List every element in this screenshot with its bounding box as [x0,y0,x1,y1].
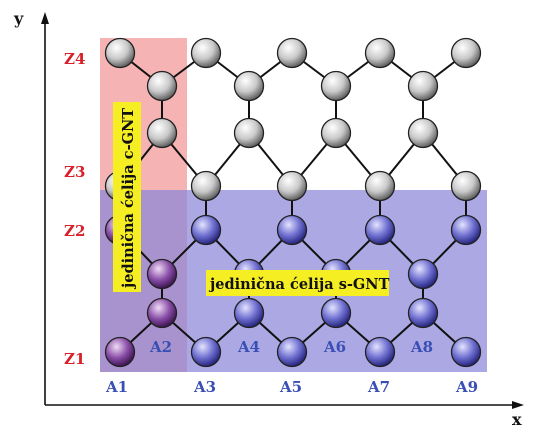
carbon-atom [364,37,396,69]
carbon-atom [364,214,396,246]
z-level-label-z4: Z4 [64,50,85,68]
c-gnt-cell-label: jedinična ćelija c-GNT [113,102,141,292]
s-gnt-cell-label: jedinična ćelija s-GNT [206,270,390,296]
a-position-label-a7: A7 [367,378,390,396]
carbon-atom [190,214,222,246]
z-level-label-z2: Z2 [64,222,85,240]
a-position-label-a4: A4 [237,338,260,356]
a-position-label-a9: A9 [455,378,478,396]
carbon-atom [407,258,439,290]
a-position-label-a2: A2 [149,338,172,356]
carbon-atom [320,297,352,329]
a-position-label-a5: A5 [279,378,302,396]
carbon-atom [320,117,352,149]
y-axis-label: y [13,9,24,28]
carbon-atom [190,37,222,69]
carbon-atom [450,214,482,246]
carbon-atom [146,258,178,290]
carbon-atom [276,170,308,202]
z-level-label-z1: Z1 [64,350,85,368]
carbon-atom [104,37,136,69]
carbon-atom [407,117,439,149]
carbon-atom [276,214,308,246]
x-axis-arrowhead [512,401,524,409]
carbon-atom [450,336,482,368]
carbon-atom [407,70,439,102]
carbon-atom [233,117,265,149]
a-position-label-a3: A3 [193,378,216,396]
label-layer: Z1 Z2 Z3 Z4 A1 A2 A3 A4 A5 A6 A7 A8 A9 [64,50,478,396]
carbon-atom [450,37,482,69]
atom-layer [104,37,482,368]
svg-text:jedinična ćelija s-GNT: jedinična ćelija s-GNT [208,276,390,293]
a-position-label-a1: A1 [105,378,128,396]
a-position-label-a8: A8 [410,338,433,356]
y-axis-arrowhead [41,12,49,24]
x-axis-label: x [512,410,522,429]
a-position-label-a6: A6 [323,338,346,356]
carbon-atom [364,170,396,202]
carbon-atom [276,336,308,368]
carbon-atom [146,70,178,102]
carbon-atom [190,170,222,202]
carbon-atom [407,297,439,329]
carbon-atom [146,117,178,149]
z-level-label-z3: Z3 [64,163,85,181]
carbon-atom [104,336,136,368]
carbon-atom [364,336,396,368]
carbon-atom [450,170,482,202]
carbon-atom [146,297,178,329]
svg-text:jedinična ćelija c-GNT: jedinična ćelija c-GNT [120,108,137,290]
carbon-atom [276,37,308,69]
carbon-atom [233,70,265,102]
carbon-atom [190,336,222,368]
carbon-atom [233,297,265,329]
carbon-atom [320,70,352,102]
